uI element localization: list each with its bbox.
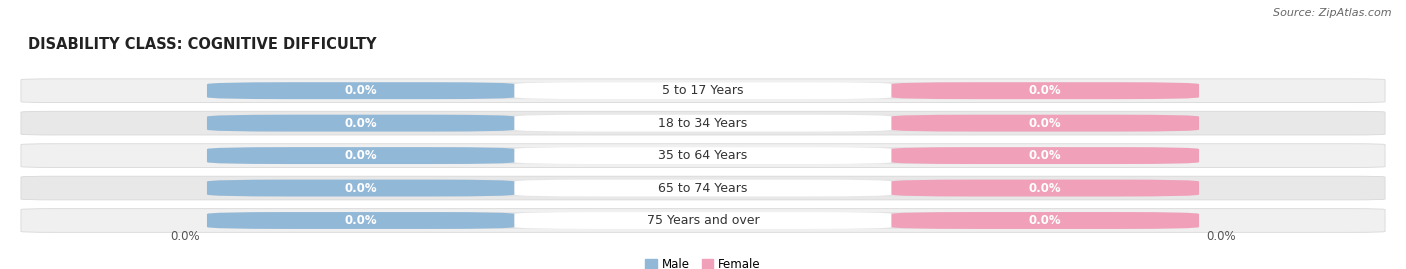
FancyBboxPatch shape xyxy=(21,111,1385,135)
FancyBboxPatch shape xyxy=(207,180,1199,196)
Text: Source: ZipAtlas.com: Source: ZipAtlas.com xyxy=(1274,8,1392,18)
FancyBboxPatch shape xyxy=(207,147,1199,164)
FancyBboxPatch shape xyxy=(515,212,891,229)
Text: 0.0%: 0.0% xyxy=(344,84,377,97)
Text: 0.0%: 0.0% xyxy=(344,214,377,227)
FancyBboxPatch shape xyxy=(891,180,1199,196)
FancyBboxPatch shape xyxy=(891,115,1199,132)
Text: 35 to 64 Years: 35 to 64 Years xyxy=(658,149,748,162)
Text: 65 to 74 Years: 65 to 74 Years xyxy=(658,182,748,194)
FancyBboxPatch shape xyxy=(515,82,891,99)
FancyBboxPatch shape xyxy=(207,115,515,132)
Text: 0.0%: 0.0% xyxy=(344,117,377,130)
FancyBboxPatch shape xyxy=(891,147,1199,164)
FancyBboxPatch shape xyxy=(515,147,891,164)
FancyBboxPatch shape xyxy=(891,82,1199,99)
FancyBboxPatch shape xyxy=(207,212,515,229)
FancyBboxPatch shape xyxy=(21,79,1385,102)
Text: 75 Years and over: 75 Years and over xyxy=(647,214,759,227)
Text: 0.0%: 0.0% xyxy=(344,149,377,162)
Text: 0.0%: 0.0% xyxy=(344,182,377,194)
Text: 0.0%: 0.0% xyxy=(170,230,200,243)
FancyBboxPatch shape xyxy=(21,209,1385,232)
FancyBboxPatch shape xyxy=(891,212,1199,229)
FancyBboxPatch shape xyxy=(207,180,515,196)
FancyBboxPatch shape xyxy=(21,144,1385,167)
FancyBboxPatch shape xyxy=(207,82,515,99)
Text: 0.0%: 0.0% xyxy=(1029,84,1062,97)
Text: 18 to 34 Years: 18 to 34 Years xyxy=(658,117,748,130)
Text: 0.0%: 0.0% xyxy=(1029,182,1062,194)
FancyBboxPatch shape xyxy=(207,115,1199,132)
FancyBboxPatch shape xyxy=(515,115,891,132)
FancyBboxPatch shape xyxy=(515,180,891,196)
FancyBboxPatch shape xyxy=(207,212,1199,229)
Text: 5 to 17 Years: 5 to 17 Years xyxy=(662,84,744,97)
FancyBboxPatch shape xyxy=(207,147,515,164)
Text: 0.0%: 0.0% xyxy=(1029,117,1062,130)
Text: DISABILITY CLASS: COGNITIVE DIFFICULTY: DISABILITY CLASS: COGNITIVE DIFFICULTY xyxy=(28,37,377,52)
FancyBboxPatch shape xyxy=(21,176,1385,200)
Legend: Male, Female: Male, Female xyxy=(641,253,765,269)
Text: 0.0%: 0.0% xyxy=(1029,149,1062,162)
FancyBboxPatch shape xyxy=(207,82,1199,99)
Text: 0.0%: 0.0% xyxy=(1206,230,1236,243)
Text: 0.0%: 0.0% xyxy=(1029,214,1062,227)
